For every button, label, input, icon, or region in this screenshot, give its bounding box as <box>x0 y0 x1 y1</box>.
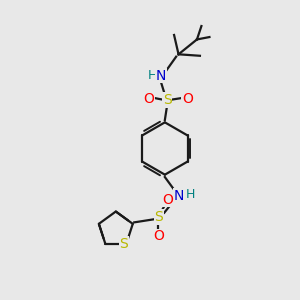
Text: N: N <box>156 69 166 83</box>
Text: O: O <box>153 229 164 243</box>
Text: S: S <box>163 93 172 107</box>
Text: H: H <box>186 188 195 201</box>
Text: O: O <box>143 92 154 106</box>
Text: S: S <box>119 237 128 251</box>
Text: H: H <box>148 69 157 82</box>
Text: S: S <box>154 210 163 224</box>
Text: N: N <box>174 189 184 203</box>
Text: O: O <box>162 193 173 207</box>
Text: O: O <box>182 92 193 106</box>
